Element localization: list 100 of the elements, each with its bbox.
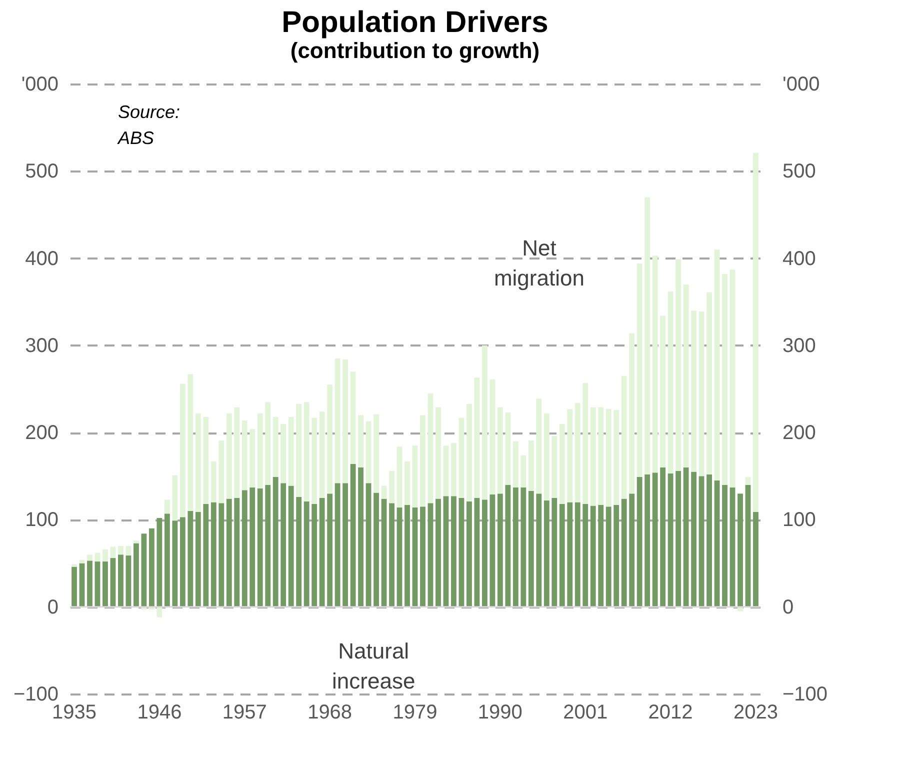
bar [188, 511, 194, 607]
x-tick-label: 1957 [222, 702, 267, 724]
bar [374, 414, 379, 493]
bar [134, 543, 139, 607]
series-label: Natural increase [332, 638, 416, 694]
bar [606, 506, 612, 607]
bar [72, 564, 77, 567]
bar [706, 292, 712, 474]
y2-tick-label: −100 [782, 684, 828, 706]
bar [691, 310, 696, 472]
bar [698, 476, 704, 607]
bar [730, 270, 736, 488]
bar [404, 504, 410, 607]
bar [574, 502, 580, 607]
bar [110, 558, 116, 607]
bar [396, 508, 402, 607]
bar [606, 409, 612, 507]
y-tick-label: 400 [25, 248, 58, 270]
bar [621, 376, 627, 499]
bar [420, 415, 426, 507]
bar [358, 467, 364, 607]
bar [79, 563, 85, 607]
bar [436, 407, 441, 499]
bar [87, 560, 92, 607]
bar [172, 520, 178, 607]
bar [644, 197, 650, 474]
bar [72, 566, 77, 607]
bar [614, 410, 620, 505]
bar [714, 480, 720, 607]
bar [280, 424, 286, 484]
bar [195, 512, 201, 607]
bar [180, 384, 186, 518]
bar [126, 546, 132, 556]
bar [210, 461, 216, 502]
bar [567, 502, 573, 607]
bar [102, 549, 108, 562]
bar [334, 358, 340, 484]
bar [582, 382, 588, 504]
bar [304, 501, 310, 607]
bar [210, 502, 216, 607]
bar [156, 606, 162, 618]
bar [706, 474, 712, 607]
bar [614, 504, 620, 607]
bar [164, 514, 170, 607]
chart-subtitle: (contribution to growth) [290, 38, 540, 63]
bar [683, 284, 689, 468]
bar [234, 407, 240, 498]
bar [520, 487, 526, 607]
bar [242, 420, 248, 490]
bar [676, 470, 682, 607]
bar [389, 470, 394, 504]
annotation: Source: ABS [117, 102, 180, 148]
y2-tick-label: 100 [782, 509, 816, 532]
y-tick-label: 300 [25, 334, 58, 357]
bar [466, 404, 472, 502]
bar [636, 264, 642, 478]
bar [512, 487, 518, 607]
bar [342, 483, 348, 607]
bar [753, 512, 758, 607]
bar [265, 484, 271, 607]
bar [126, 555, 132, 607]
y2-tick-label: 0 [782, 596, 794, 618]
bar [203, 504, 209, 607]
bar [203, 416, 209, 504]
x-tick-label: 1968 [308, 702, 352, 724]
bar [272, 477, 278, 607]
bar [552, 436, 558, 498]
bar [552, 498, 558, 607]
bar [334, 483, 340, 607]
bar [559, 504, 565, 607]
bar [668, 474, 674, 607]
bar [683, 467, 689, 607]
bar [629, 494, 635, 607]
bar [536, 398, 542, 494]
bar [389, 503, 394, 607]
bar [652, 256, 658, 473]
bar [474, 378, 480, 498]
bar [714, 250, 720, 480]
bar [381, 486, 387, 499]
bar [458, 498, 464, 607]
bar [156, 518, 162, 607]
bar [443, 496, 449, 607]
bar [272, 416, 278, 478]
bar [544, 500, 550, 607]
y-tick-label: 500 [25, 160, 58, 183]
bar [722, 484, 728, 607]
bar [102, 562, 108, 607]
bar [505, 484, 511, 607]
bar [536, 494, 542, 607]
bar [374, 492, 379, 607]
bar [350, 372, 356, 464]
y2-tick-label: 200 [782, 422, 816, 444]
bar [250, 487, 256, 607]
bar [148, 528, 154, 607]
bar [730, 487, 736, 607]
x-tick-label: 2001 [563, 702, 608, 724]
bar [164, 500, 170, 514]
bar [428, 393, 434, 504]
x-tick-label: 1990 [478, 702, 522, 724]
bar [490, 494, 496, 607]
